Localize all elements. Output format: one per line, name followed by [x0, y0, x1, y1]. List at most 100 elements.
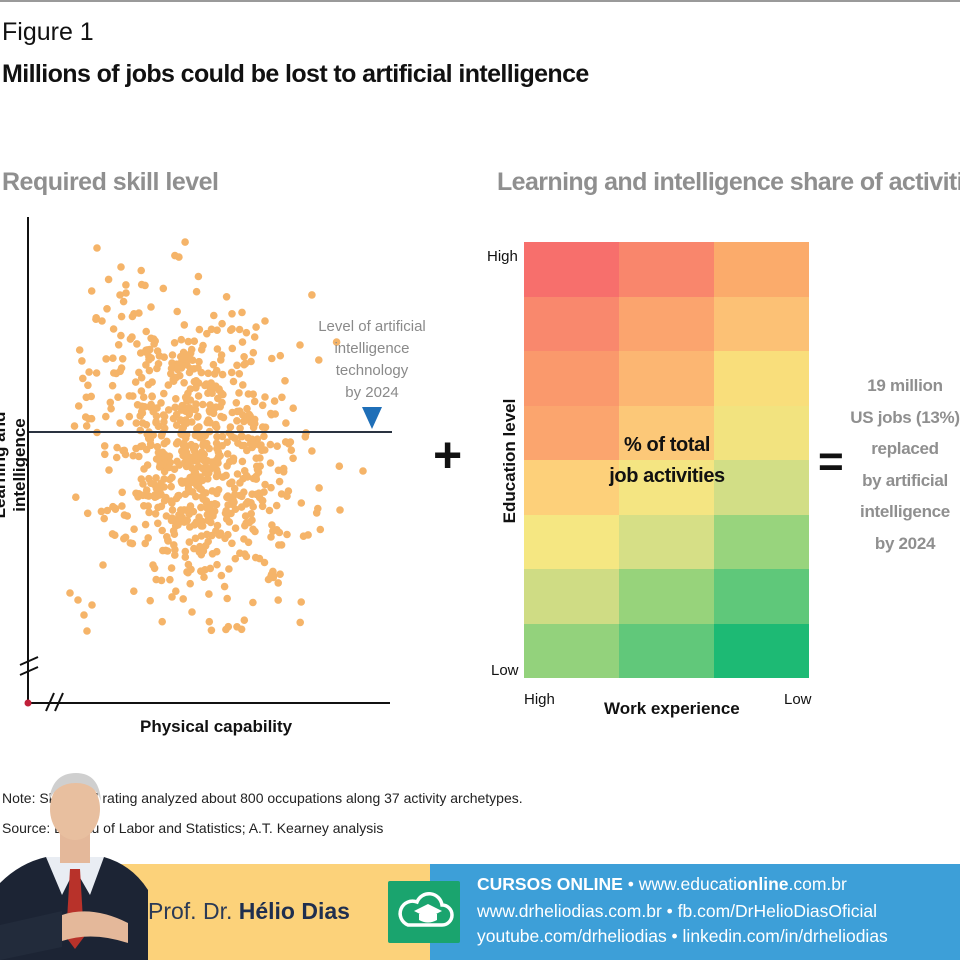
scatter-point [252, 490, 261, 499]
heatmap-x-axis-label: Work experience [604, 699, 740, 718]
scatter-point [160, 483, 168, 491]
banner-name-panel [100, 864, 430, 960]
scatter-point [72, 493, 80, 502]
scatter-point [179, 423, 188, 432]
heatmap-cell [524, 460, 619, 515]
scatter-point [109, 502, 117, 511]
scatter-point [153, 404, 161, 412]
scatter-point [244, 538, 253, 547]
scatter-point [194, 452, 203, 460]
scatter-point [117, 331, 125, 340]
scatter-point [83, 627, 91, 635]
result-line: by 2024 [874, 533, 936, 553]
cloud-logo-icon [388, 881, 460, 943]
scatter-point [88, 601, 96, 609]
scatter-point [166, 475, 174, 484]
scatter-point [126, 335, 135, 343]
scatter-point [125, 412, 134, 421]
scatter-point [282, 419, 290, 427]
heatmap-cell [524, 242, 619, 297]
scatter-point [189, 478, 197, 486]
scatter-point [226, 479, 234, 488]
scatter-point [233, 470, 242, 478]
scatter-point [170, 339, 179, 347]
banner-line-social[interactable]: youtube.com/drheliodias • linkedin.com/i… [477, 926, 888, 946]
scatter-point [173, 365, 182, 374]
banner-name-prefix: Prof. Dr. [148, 898, 239, 924]
banner-site-link[interactable]: www.educationline.com.br [639, 874, 847, 894]
scatter-point [223, 438, 231, 446]
scatter-point [289, 404, 298, 412]
scatter-point [196, 542, 204, 551]
scatter-point [212, 456, 221, 465]
scatter-point [117, 312, 126, 321]
scatter-point [116, 367, 124, 376]
scatter-point [223, 462, 231, 470]
scatter-point [196, 485, 204, 493]
scatter-point [206, 401, 214, 409]
scatter-point [171, 545, 179, 554]
scatter-point [233, 361, 241, 370]
heatmap-cell [619, 460, 714, 515]
scatter-point [213, 326, 221, 334]
scatter-point [222, 293, 231, 301]
scatter-point [231, 524, 240, 532]
heatmap-cell [619, 351, 714, 406]
scatter-point [162, 512, 171, 520]
scatter-point [269, 567, 277, 576]
ai-level-annotation-line: Level of artificial [318, 318, 426, 335]
scatter-point [122, 281, 130, 289]
result-line: US jobs (13%) [850, 407, 960, 427]
scatter-point [118, 488, 126, 497]
scatter-point [180, 439, 188, 448]
scatter-point [158, 526, 166, 535]
scatter-point [178, 447, 186, 455]
scatter-point [222, 515, 231, 523]
scatter-point [172, 421, 181, 429]
scatter-point [260, 488, 268, 496]
heatmap-cell [619, 569, 714, 624]
scatter-point [273, 442, 282, 450]
scatter-point [147, 354, 155, 362]
heatmap-x-low-label: Low [784, 691, 812, 708]
scatter-point [241, 550, 249, 558]
scatter-point [152, 412, 161, 420]
scatter-point [112, 453, 121, 462]
banner-line-web[interactable]: www.drheliodias.com.br • fb.com/DrHelioD… [477, 901, 877, 921]
scatter-point [107, 404, 115, 413]
scatter-point [184, 560, 193, 569]
scatter-point [191, 442, 200, 451]
scatter-point [204, 369, 212, 378]
scatter-point [249, 598, 257, 607]
scatter-point [70, 422, 79, 430]
scatter-point [85, 368, 93, 376]
scatter-point [142, 327, 150, 336]
heatmap-y-high-label: High [487, 248, 518, 265]
scatter-point [164, 406, 173, 414]
scatter-point [279, 468, 288, 476]
scatter-point [258, 401, 267, 410]
scatter-point [235, 370, 244, 378]
scatter-point [278, 393, 286, 402]
heatmap-cell [619, 514, 714, 569]
scatter-point [296, 341, 304, 349]
scatter-point [226, 423, 235, 431]
scatter-point [109, 325, 118, 333]
scatter-point [120, 511, 129, 519]
scatter-point [121, 450, 130, 459]
scatter-point [251, 553, 260, 562]
scatter-point [194, 364, 202, 372]
scatter-point [197, 532, 206, 540]
scatter-point [103, 506, 112, 515]
scatter-point [154, 519, 162, 528]
scatter-point [315, 356, 323, 364]
scatter-point [100, 442, 109, 450]
scatter-point [135, 452, 143, 461]
scatter-point [139, 480, 147, 488]
scatter-point [172, 439, 181, 448]
scatter-point [80, 611, 88, 619]
scatter-point [149, 561, 157, 569]
scatter-point [213, 469, 222, 477]
scatter-point [129, 392, 137, 400]
scatter-point [233, 417, 241, 425]
